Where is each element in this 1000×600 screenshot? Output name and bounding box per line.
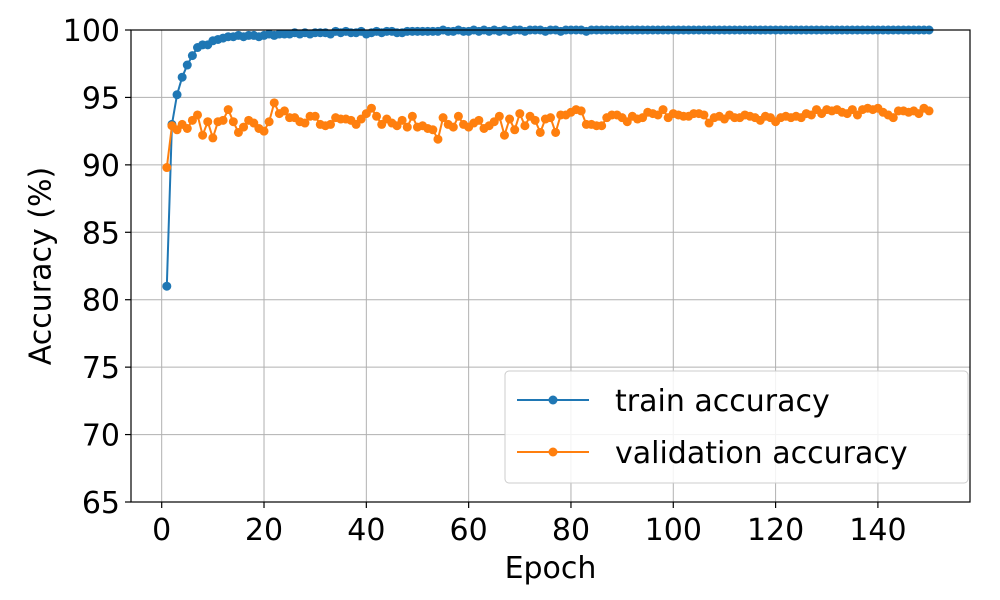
data-point [239, 122, 249, 132]
data-point [494, 111, 504, 121]
data-point [658, 105, 668, 115]
data-point [162, 281, 172, 291]
data-point [520, 121, 530, 131]
data-point [208, 133, 218, 143]
data-point [198, 130, 208, 140]
data-point [366, 103, 376, 113]
data-point [228, 117, 238, 127]
data-point [438, 113, 448, 123]
legend-box [504, 370, 969, 484]
x-tick-label: 60 [450, 513, 488, 548]
data-point [515, 109, 525, 119]
data-point [453, 111, 463, 121]
x-tick-label: 100 [645, 513, 702, 548]
data-point [888, 113, 898, 123]
data-point [699, 110, 709, 120]
data-point [372, 111, 382, 121]
x-tick-label: 20 [245, 513, 283, 548]
data-point [499, 130, 509, 140]
y-tick-label: 65 [82, 486, 120, 521]
data-point [551, 127, 561, 137]
data-point [279, 106, 289, 116]
data-point [182, 60, 192, 70]
legend-item: train accuracy [517, 384, 830, 419]
x-tick-label: 40 [347, 513, 385, 548]
data-point [448, 122, 458, 132]
legend: train accuracy validation accuracy [504, 370, 969, 484]
x-tick-label: 80 [552, 513, 590, 548]
data-point [218, 115, 228, 125]
y-tick-label: 85 [82, 216, 120, 251]
data-point [397, 115, 407, 125]
y-tick-label: 95 [82, 81, 120, 116]
y-axis-title: Accuracy (%) [24, 167, 59, 365]
data-point [326, 119, 336, 129]
data-point [510, 125, 520, 135]
data-point [162, 163, 172, 173]
legend-marker [548, 395, 558, 405]
plot-frame [130, 29, 971, 503]
x-tick-label: 120 [747, 513, 804, 548]
data-point [182, 123, 192, 133]
legend-items: train accuracy validation accuracy [517, 384, 908, 471]
series-validation [162, 98, 934, 173]
legend-label: validation accuracy [615, 436, 908, 471]
data-point [402, 122, 412, 132]
data-point [530, 115, 540, 125]
legend-item: validation accuracy [517, 436, 908, 471]
y-tick-label: 80 [82, 284, 120, 319]
data-point [187, 51, 197, 61]
data-point [177, 72, 187, 82]
data-point [193, 110, 203, 120]
series-layer [162, 25, 934, 291]
data-point [546, 113, 555, 123]
x-tick-label: 0 [152, 513, 171, 548]
data-point [474, 115, 484, 125]
data-point [576, 106, 586, 116]
data-point [407, 111, 417, 121]
data-point [172, 90, 182, 100]
data-point [310, 111, 320, 121]
data-point [223, 105, 233, 115]
data-point [428, 125, 438, 135]
x-axis-title: Epoch [505, 551, 597, 586]
y-tick-label: 70 [82, 419, 120, 454]
data-point [269, 98, 279, 108]
data-point [597, 121, 607, 131]
axis-ticks: 0 20 40 60 80 100 120 140 65 70 75 80 85 90 95 100 [63, 14, 907, 548]
data-point [264, 117, 274, 127]
data-point [535, 127, 545, 137]
legend-label: train accuracy [615, 384, 830, 419]
data-point [203, 117, 213, 127]
data-point [259, 126, 269, 136]
data-point [300, 118, 310, 128]
y-tick-label: 90 [82, 149, 120, 184]
y-tick-label: 75 [82, 351, 120, 386]
data-point [505, 114, 515, 124]
legend-marker [548, 447, 558, 457]
data-point [924, 106, 934, 116]
x-tick-label: 140 [849, 513, 906, 548]
data-point [433, 134, 443, 144]
y-tick-label: 100 [63, 14, 120, 49]
